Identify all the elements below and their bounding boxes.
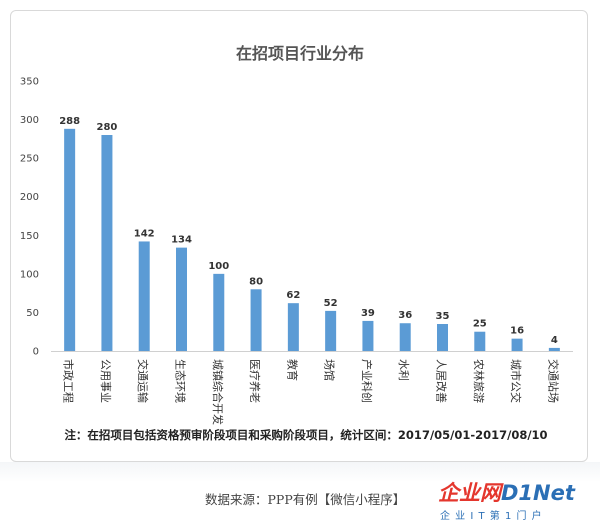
chart-note: 注：在招项目包括资格预审阶段项目和采购阶段项目，统计区间：2017/05/01-… <box>64 428 547 442</box>
bar <box>399 323 411 351</box>
category-label: 市政工程 <box>62 359 76 403</box>
y-tick-label: 100 <box>20 269 39 280</box>
bar-value-label: 16 <box>510 326 524 337</box>
bar <box>213 273 225 351</box>
bar-value-label: 25 <box>473 319 487 330</box>
bars <box>64 128 560 351</box>
brand-logo-main: 企业网D1Net <box>438 481 575 505</box>
bar <box>474 331 486 351</box>
brand-logo-tagline: 企 业 I T 第 1 门 户 <box>440 511 543 522</box>
chart-title: 在招项目行业分布 <box>236 44 364 63</box>
bar-value-label: 80 <box>249 276 263 287</box>
category-label: 水利 <box>397 359 410 381</box>
brand-logo-cn: 企业网 <box>438 481 501 505</box>
bar <box>176 247 187 351</box>
bar-value-label: 142 <box>134 228 155 239</box>
category-label: 农林旅游 <box>472 359 486 403</box>
y-tick-label: 150 <box>20 231 39 242</box>
y-tick-label: 300 <box>20 115 39 126</box>
bar-value-label: 4 <box>551 335 558 346</box>
y-tick-label: 250 <box>20 154 39 165</box>
bar-value-label: 134 <box>171 235 192 246</box>
category-label: 生态环境 <box>174 359 188 403</box>
category-label: 教育 <box>285 359 299 381</box>
category-label: 交通站场 <box>546 359 560 403</box>
bar-value-label: 35 <box>436 311 450 322</box>
bar-value-label: 52 <box>324 298 338 309</box>
y-tick-label: 0 <box>33 347 39 358</box>
bar-value-label: 100 <box>208 261 229 272</box>
bar-value-label: 288 <box>59 116 80 127</box>
x-axis: 市政工程 公用事业 交通运输 生态环境 城镇综合开发 医疗养老 教育 场馆 产业科创 水利 人居改善… <box>51 351 573 425</box>
chart-card: 在招项目行业分布 0 50 100 150 200 250 300 350 288 280 142… <box>10 10 588 462</box>
bar <box>325 310 337 351</box>
category-label: 医疗养老 <box>248 359 262 403</box>
card-shadow <box>0 462 600 482</box>
bar <box>287 303 299 351</box>
brand-logo-en: D1Net <box>501 481 575 505</box>
y-tick-label: 350 <box>20 77 39 88</box>
bar-value-label: 36 <box>398 310 412 321</box>
bar <box>437 324 448 351</box>
value-labels: 288 280 142 134 100 80 62 52 39 36 35 25 16 4 <box>59 116 558 346</box>
bar <box>138 241 150 351</box>
category-label: 产业科创 <box>360 359 374 403</box>
brand-logo: 企业网D1Net 企 业 I T 第 1 门 户 <box>438 481 598 522</box>
category-label: 交通运输 <box>136 359 150 403</box>
bar <box>64 128 76 351</box>
y-tick-label: 50 <box>26 308 39 319</box>
category-label: 人居改善 <box>435 359 449 403</box>
category-label: 城镇综合开发 <box>211 359 225 425</box>
bar <box>250 289 262 351</box>
bar-chart: 在招项目行业分布 0 50 100 150 200 250 300 350 288 280 142… <box>20 44 573 442</box>
bar <box>548 347 560 351</box>
y-axis: 0 50 100 150 200 250 300 350 <box>20 77 39 358</box>
bar-value-label: 39 <box>361 308 375 319</box>
bar <box>511 338 523 351</box>
bar <box>101 135 113 351</box>
bar <box>362 320 374 351</box>
category-label: 城市公交 <box>509 359 523 403</box>
bar-value-label: 62 <box>286 290 300 301</box>
data-source-caption: 数据来源：PPP有例【微信小程序】 <box>205 492 406 507</box>
bar-value-label: 280 <box>96 122 117 133</box>
y-tick-label: 200 <box>20 192 39 203</box>
category-label: 公用事业 <box>99 359 112 403</box>
category-label: 场馆 <box>323 359 337 381</box>
